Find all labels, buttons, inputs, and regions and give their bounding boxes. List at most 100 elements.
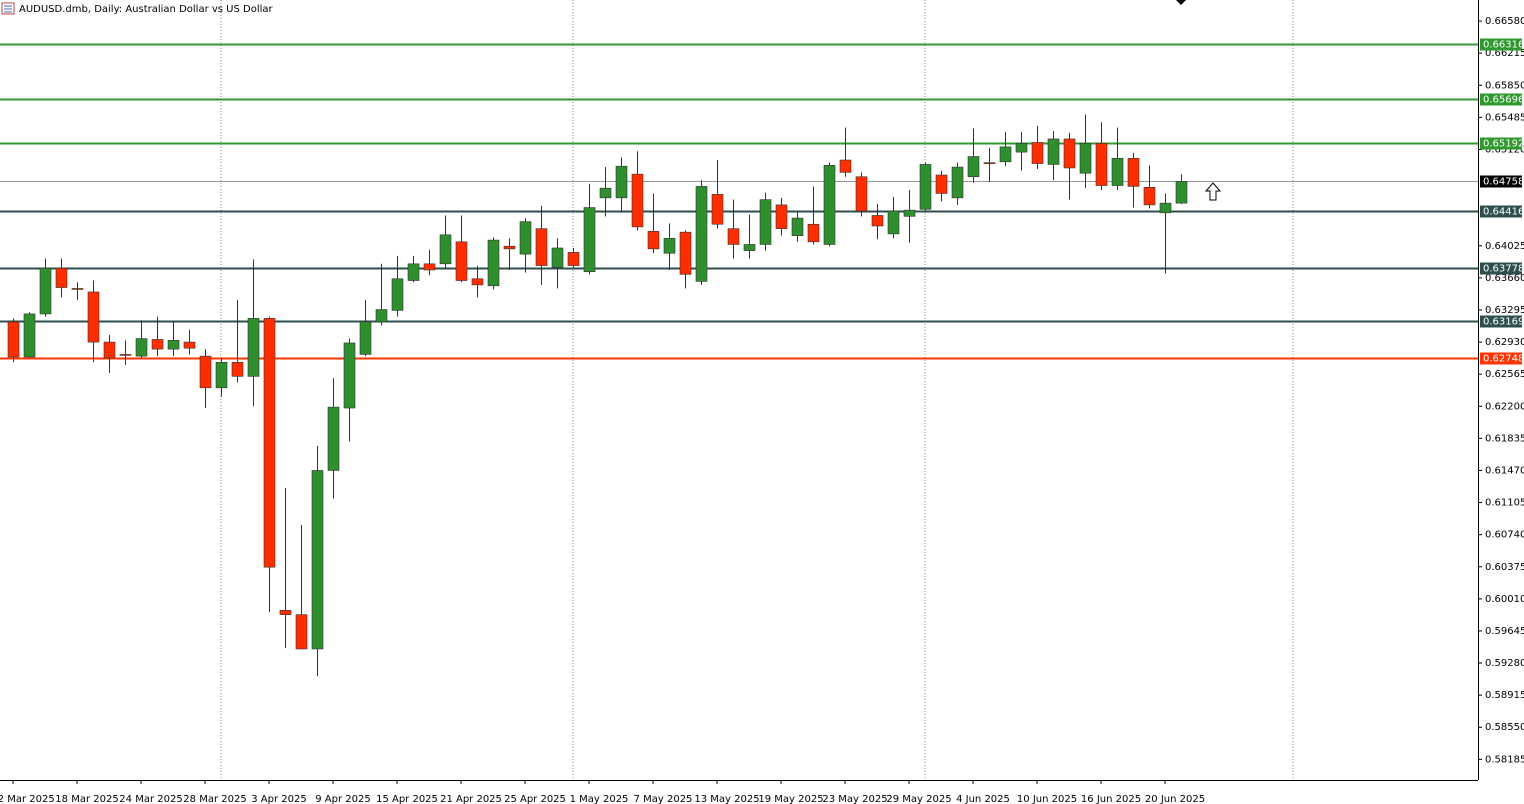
candle-body (375, 309, 388, 323)
y-tick-label: 0.63295 (1485, 305, 1524, 316)
level-label-bg (1480, 93, 1522, 106)
y-tick-label: 0.65120 (1485, 144, 1524, 155)
x-tick-label: 23 May 2025 (822, 794, 887, 804)
level-label-bg (1480, 262, 1522, 275)
x-tick-label: 28 Mar 2025 (183, 794, 246, 804)
candle-body (679, 231, 692, 275)
level-label: 0.65696 (1483, 95, 1524, 106)
candle-body (823, 165, 836, 245)
y-tick-label: 0.62200 (1485, 401, 1524, 412)
y-tick-label: 0.61105 (1485, 498, 1524, 509)
candle-body (535, 228, 548, 266)
y-tick-label: 0.64025 (1485, 241, 1524, 252)
x-tick-label: 20 Jun 2025 (1145, 794, 1205, 804)
level-label: 0.64416 (1483, 207, 1524, 218)
plot (0, 43, 1478, 677)
candle-body (231, 361, 244, 377)
level-label-bg (1480, 137, 1522, 150)
candle-body (311, 470, 324, 650)
candle-body (887, 210, 900, 235)
candle-body (663, 238, 676, 254)
candle-body (583, 207, 596, 273)
level-label-bg (1480, 205, 1522, 218)
y-tick-label: 0.58185 (1485, 754, 1524, 765)
candle-body (615, 165, 628, 199)
level-label: 0.63778 (1483, 264, 1524, 275)
x-tick-label: 21 Apr 2025 (440, 794, 502, 804)
level-label-bg (1480, 352, 1522, 365)
candle-body (1031, 142, 1044, 164)
candle-body (87, 291, 100, 343)
y-tick-label: 0.61835 (1485, 433, 1524, 444)
y-tick-label: 0.60010 (1485, 594, 1524, 605)
y-tick-label: 0.66215 (1485, 48, 1524, 59)
candle-body (471, 278, 484, 286)
candle-body (295, 614, 308, 650)
candle-body (343, 342, 356, 409)
candle-body (455, 241, 468, 281)
level-label-bg (1480, 175, 1522, 188)
candle-body (967, 156, 980, 178)
x-tick-label: 29 May 2025 (886, 794, 951, 804)
candle-body (759, 199, 772, 245)
candle-body (7, 321, 20, 358)
candle-body (167, 340, 180, 350)
y-tick-label: 0.58915 (1485, 690, 1524, 701)
candle-body (327, 406, 340, 471)
x-tick-label: 19 May 2025 (758, 794, 823, 804)
candle-body (519, 221, 532, 255)
candle-body (263, 318, 276, 568)
level-label: 0.66316 (1483, 40, 1524, 51)
candle-body (903, 209, 916, 217)
candle-body (1047, 138, 1060, 165)
candle-body (1159, 202, 1172, 214)
x-tick-label: 15 Apr 2025 (376, 794, 438, 804)
level-label: 0.63169 (1483, 317, 1524, 328)
candle-body (439, 234, 452, 265)
candle-body (1063, 138, 1076, 169)
candle-body (279, 609, 292, 615)
candle-body (1095, 143, 1108, 186)
candle-body (1015, 143, 1028, 153)
candle-body (71, 288, 84, 290)
candle-body (503, 245, 516, 250)
candle-body (1111, 157, 1124, 186)
candle-body (55, 267, 68, 288)
candle-body (391, 278, 404, 311)
x-tick-label: 24 Mar 2025 (119, 794, 182, 804)
y-tick-label: 0.62930 (1485, 337, 1524, 348)
y-tick-label: 0.60375 (1485, 562, 1524, 573)
candle-body (183, 341, 196, 349)
chart-title: AUDUSD.dmb, Daily: Australian Dollar vs … (19, 4, 274, 15)
candle-body (791, 217, 804, 236)
y-tick-label: 0.61470 (1485, 465, 1524, 476)
candle-body (119, 354, 132, 356)
candle-body (551, 247, 564, 268)
level-label-bg (1480, 315, 1522, 328)
x-tick-label: 4 Jun 2025 (956, 794, 1010, 804)
candle-body (775, 204, 788, 229)
y-tick-label: 0.60740 (1485, 530, 1524, 541)
candle-body (1127, 157, 1140, 187)
candle-body (151, 339, 164, 350)
candle-body (103, 341, 116, 359)
x-tick-label: 12 Mar 2025 (0, 794, 55, 804)
candle-body (359, 321, 372, 355)
candle-body (871, 215, 884, 227)
candle-body (599, 187, 612, 199)
level-label: 0.64758 (1483, 177, 1524, 188)
candle-body (695, 186, 708, 282)
candle-body (647, 230, 660, 250)
candle-body (951, 166, 964, 199)
level-label: 0.62748 (1483, 354, 1524, 365)
candle-body (199, 355, 212, 389)
x-tick-label: 13 May 2025 (694, 794, 759, 804)
candle-body (983, 162, 996, 164)
candle-body (135, 338, 148, 357)
y-tick-label: 0.65485 (1485, 112, 1524, 123)
candle-body (999, 146, 1012, 163)
candle-body (423, 263, 436, 271)
level-label: 0.65192 (1483, 139, 1524, 150)
